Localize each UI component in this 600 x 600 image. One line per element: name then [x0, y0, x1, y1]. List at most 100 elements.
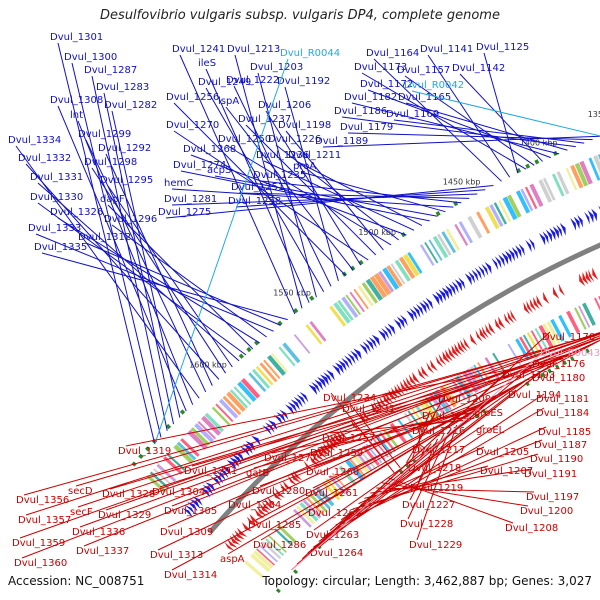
- reverse-cog-ring-block: [558, 314, 573, 338]
- forward-strand-genes-arrow: [464, 273, 472, 286]
- reverse-strand-genes-arrow: [408, 374, 418, 386]
- reverse-gene-label: Dvul_1200: [520, 506, 573, 517]
- reverse-cog-ring-block: [345, 459, 365, 481]
- forward-gene-label: Dvul_1142: [452, 63, 505, 74]
- reverse-strand-genes-arrow: [412, 372, 421, 384]
- reverse-gene-label-leader: [324, 407, 545, 537]
- reverse-strand-genes: [224, 267, 599, 551]
- forward-strand-genes-arrow: [218, 468, 229, 478]
- forward-gene-label: Dvul_1258: [228, 196, 281, 207]
- forward-cog-ring-block: [432, 235, 449, 259]
- inner-gc-ring-mark: [293, 569, 299, 575]
- forward-gene-label: Dvul_1249: [198, 77, 251, 88]
- reverse-gene-label: Dvul_1291: [184, 466, 237, 477]
- forward-gene-label: Dvul_1296: [104, 214, 157, 225]
- reverse-strand-genes-arrow: [328, 437, 338, 449]
- reverse-gene-label-leader: [419, 444, 426, 449]
- reverse-strand-genes-arrow: [588, 269, 595, 282]
- forward-cog-ring-block: [369, 275, 388, 299]
- reverse-gene-label-leader: [255, 381, 523, 521]
- forward-gene-label: Dvul_1198: [278, 120, 331, 131]
- reverse-strand-genes-arrow: [241, 522, 253, 532]
- reverse-strand-genes-arrow: [314, 450, 325, 461]
- reverse-cog-ring-block: [542, 323, 557, 346]
- forward-cog-ring-block: [437, 233, 452, 256]
- reverse-cog-ring-block: [574, 307, 587, 330]
- reverse-cog-ring-block: [274, 528, 294, 547]
- forward-gene-label-leader: [284, 86, 339, 282]
- reverse-gene-label-leader: [313, 402, 490, 468]
- forward-gene-label: Dvul_1211: [288, 150, 341, 161]
- forward-cog-ring-block: [211, 406, 231, 426]
- forward-strand-genes-arrow: [368, 336, 377, 349]
- reverse-gene-label: Dvul_1187: [534, 440, 587, 451]
- reverse-gene-label-leader: [77, 333, 600, 508]
- reverse-cog-ring-block: [582, 302, 596, 326]
- reverse-gene-label: Dvul_1329: [98, 510, 151, 521]
- forward-strand-genes-arrow: [498, 254, 505, 267]
- reverse-gene-label: Dvul_1234: [323, 393, 376, 404]
- forward-cog-ring: [146, 154, 600, 493]
- forward-cog-ring-block: [489, 204, 504, 227]
- forward-gene-label-leader: [107, 204, 254, 350]
- forward-gene-label-leader: [404, 75, 535, 166]
- reverse-cog-ring-block: [534, 328, 548, 351]
- reverse-gene-label-leader: [317, 415, 470, 449]
- reverse-gene-label: Dvul_1357: [18, 515, 71, 526]
- reverse-gene-label: groEL: [476, 425, 505, 436]
- forward-strand-genes-arrow: [234, 451, 245, 462]
- reverse-cog-ring-block: [299, 502, 319, 522]
- forward-cog-ring-block: [502, 196, 518, 221]
- forward-strand-genes-arrow: [542, 231, 549, 244]
- reverse-gene-label: Dvul_1260: [306, 467, 359, 478]
- outer-gc-ring-mark: [165, 423, 172, 430]
- reverse-gene-label-leader: [19, 333, 600, 539]
- forward-gene-label: Dvul_1186: [334, 106, 387, 117]
- forward-strand-genes-arrow: [454, 279, 463, 292]
- outer-gc-ring-mark: [246, 346, 252, 353]
- forward-gene-label: Dvul_1165: [398, 92, 451, 103]
- gene-labels: Dvul_1301 Dvul_1300 Dvul_1287 Dvul_1283 Dvul…: [8, 32, 600, 581]
- inner-gc-ring-mark: [554, 364, 560, 370]
- reverse-strand-genes-arrow: [334, 433, 344, 444]
- outer-gc-ring-mark: [238, 353, 245, 359]
- reverse-strand-genes-arrow: [303, 460, 313, 471]
- forward-strand-genes-arrow: [347, 353, 356, 365]
- reverse-cog-ring-block: [436, 389, 452, 411]
- forward-cog-ring-block: [357, 285, 374, 307]
- reverse-gene-label-leader: [318, 389, 517, 543]
- forward-gene-label-leader: [233, 85, 332, 287]
- forward-strand-genes-arrow: [381, 327, 390, 340]
- forward-strand-genes-arrow: [458, 277, 466, 290]
- forward-gene-label-leader: [111, 224, 267, 338]
- reverse-cog-ring-block: [418, 401, 436, 423]
- reverse-strand-genes-arrow: [272, 490, 283, 501]
- figure-title: Desulfovibrio vulgaris subsp. vulgaris D…: [100, 8, 500, 23]
- forward-strand-genes-arrow: [448, 283, 456, 296]
- forward-gene-label: Dvul_1241: [172, 44, 225, 55]
- forward-strand-genes-arrow: [425, 297, 434, 310]
- forward-cog-ring-block: [419, 244, 435, 266]
- reverse-gene-label: Dvul_1197: [526, 492, 579, 503]
- reverse-strand-genes-arrow: [417, 368, 426, 380]
- forward-strand-genes-arrow: [287, 401, 298, 413]
- forward-cog-ring-block: [538, 179, 553, 203]
- reverse-cog-ring-block: [439, 385, 457, 408]
- forward-cog-ring-block: [588, 157, 600, 181]
- reverse-strand-genes-arrow: [311, 452, 322, 464]
- reverse-strand-genes-arrow: [469, 333, 478, 346]
- reverse-cog-ring-block: [522, 334, 537, 357]
- reverse-gene-label: Dvul_1180: [532, 373, 585, 384]
- forward-cog-ring-block: [390, 263, 406, 285]
- forward-strand-genes-arrow: [311, 381, 321, 393]
- forward-cog-ring-block: [248, 372, 267, 393]
- forward-cog-ring-block: [445, 228, 461, 251]
- forward-strand-genes-arrow: [365, 339, 374, 351]
- forward-cog-ring-block: [309, 321, 327, 342]
- reverse-cog-ring-block: [296, 505, 316, 525]
- reverse-gene-label: Dvul_1285: [248, 520, 301, 531]
- reverse-cog-ring-block: [538, 325, 554, 348]
- reverse-strand-genes-arrow: [256, 506, 267, 517]
- reverse-strand-genes-arrow: [287, 475, 298, 486]
- reverse-cog-ring-block: [308, 493, 328, 513]
